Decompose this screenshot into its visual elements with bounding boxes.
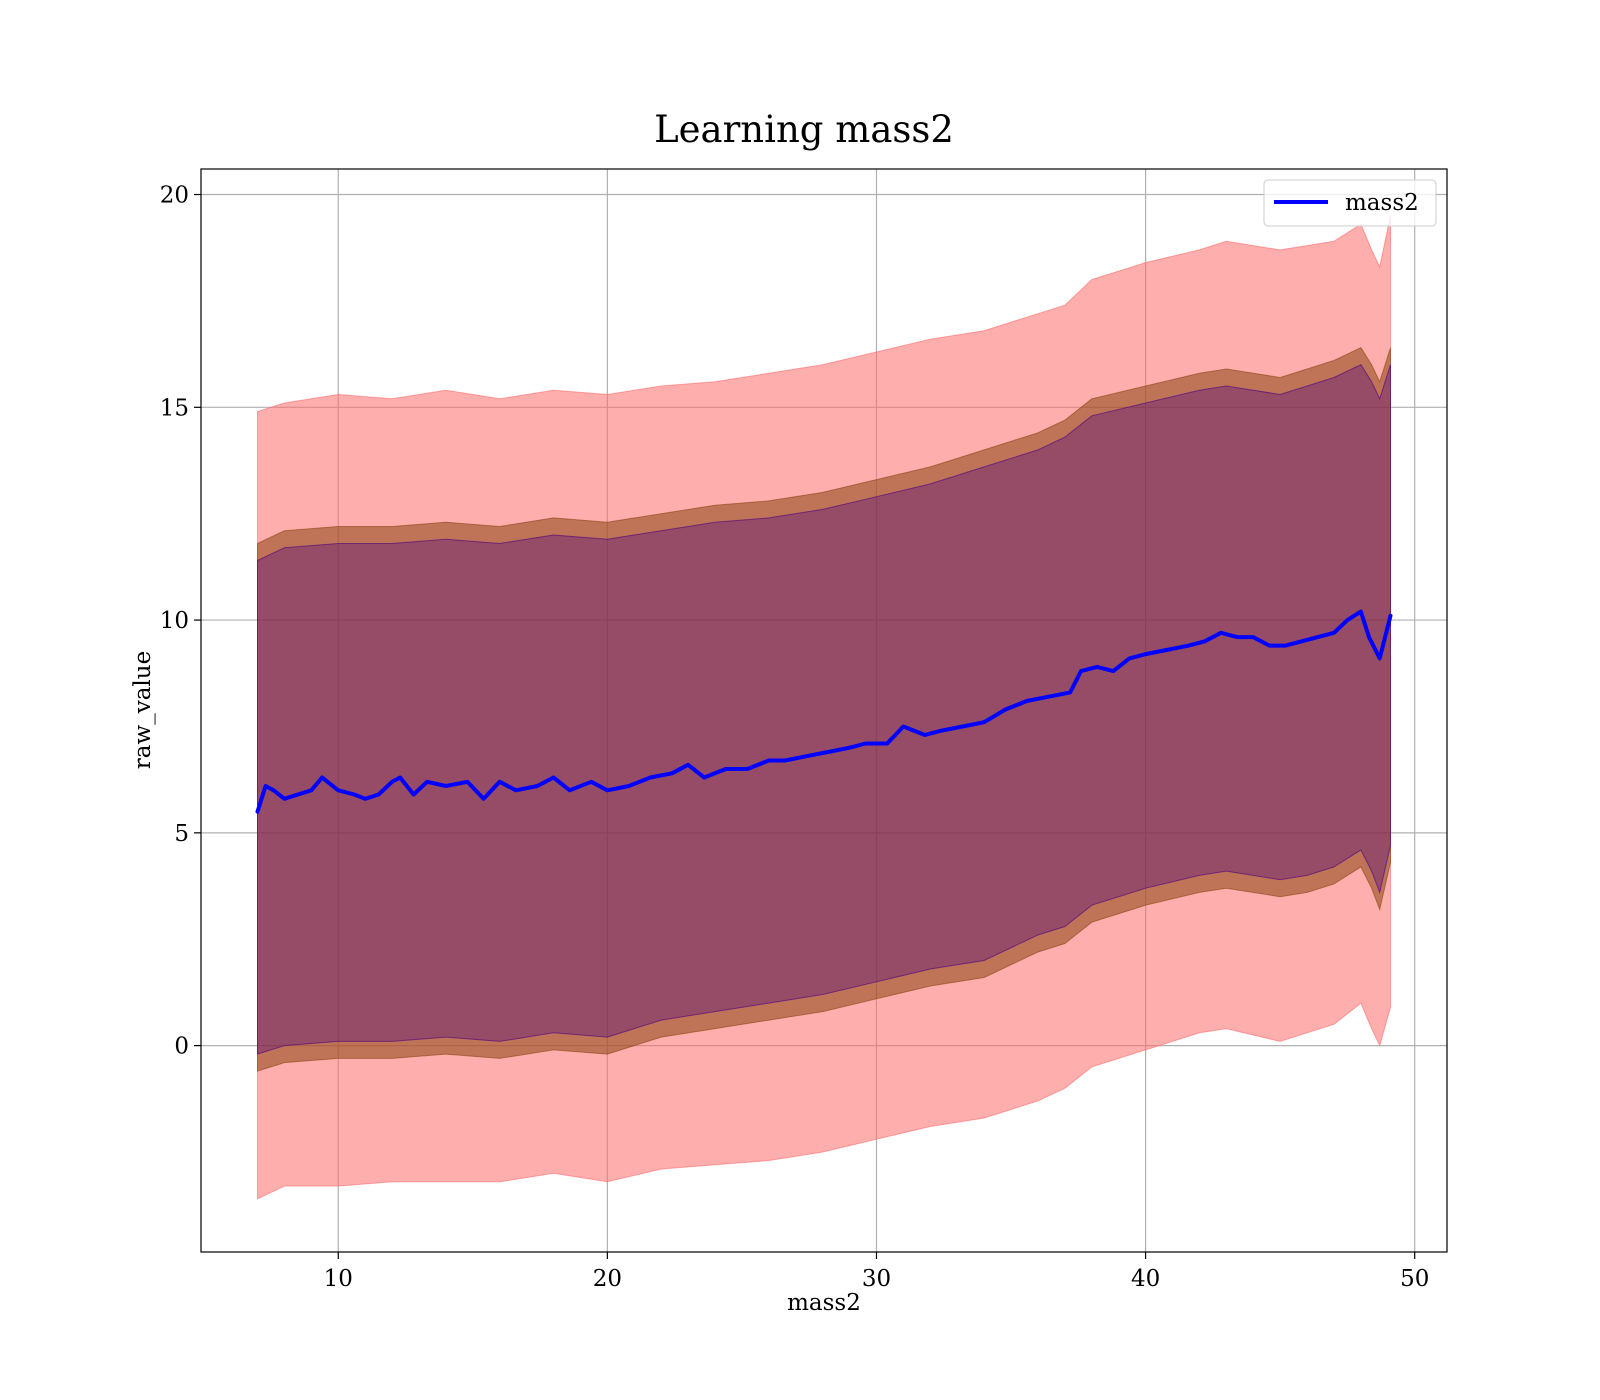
axis-ticks: 10 20 30 40 50 0 5 10 15 20 [160,183,1430,1292]
x-axis-title: mass2 [787,1290,861,1316]
y-axis-title: raw_value [130,651,156,769]
series-line-mass2 [255,609,1393,814]
x-tick-label-10: 10 [324,1266,353,1292]
x-tick-label-30: 30 [862,1266,891,1292]
y-tick-label-15: 15 [160,395,189,421]
band-area-3 [257,364,1391,1055]
y-tick-label-5: 5 [174,821,189,847]
legend-box [1263,179,1437,227]
x-tick-label-20: 20 [593,1266,622,1292]
y-tick-label-10: 10 [160,608,189,634]
x-tick-label-40: 40 [1131,1266,1160,1292]
legend-label-mass2: mass2 [1345,190,1419,216]
series-lines [255,609,1393,814]
band-area-2 [257,347,1391,1072]
legend: mass2 [1263,179,1437,227]
y-tick-label-0: 0 [174,1034,189,1060]
y-tick-label-20: 20 [160,183,189,209]
confidence-bands [257,215,1391,1200]
chart-title: Learning mass2 [654,108,954,151]
x-tick-label-50: 50 [1400,1266,1429,1292]
plot-frame [200,168,1448,1253]
